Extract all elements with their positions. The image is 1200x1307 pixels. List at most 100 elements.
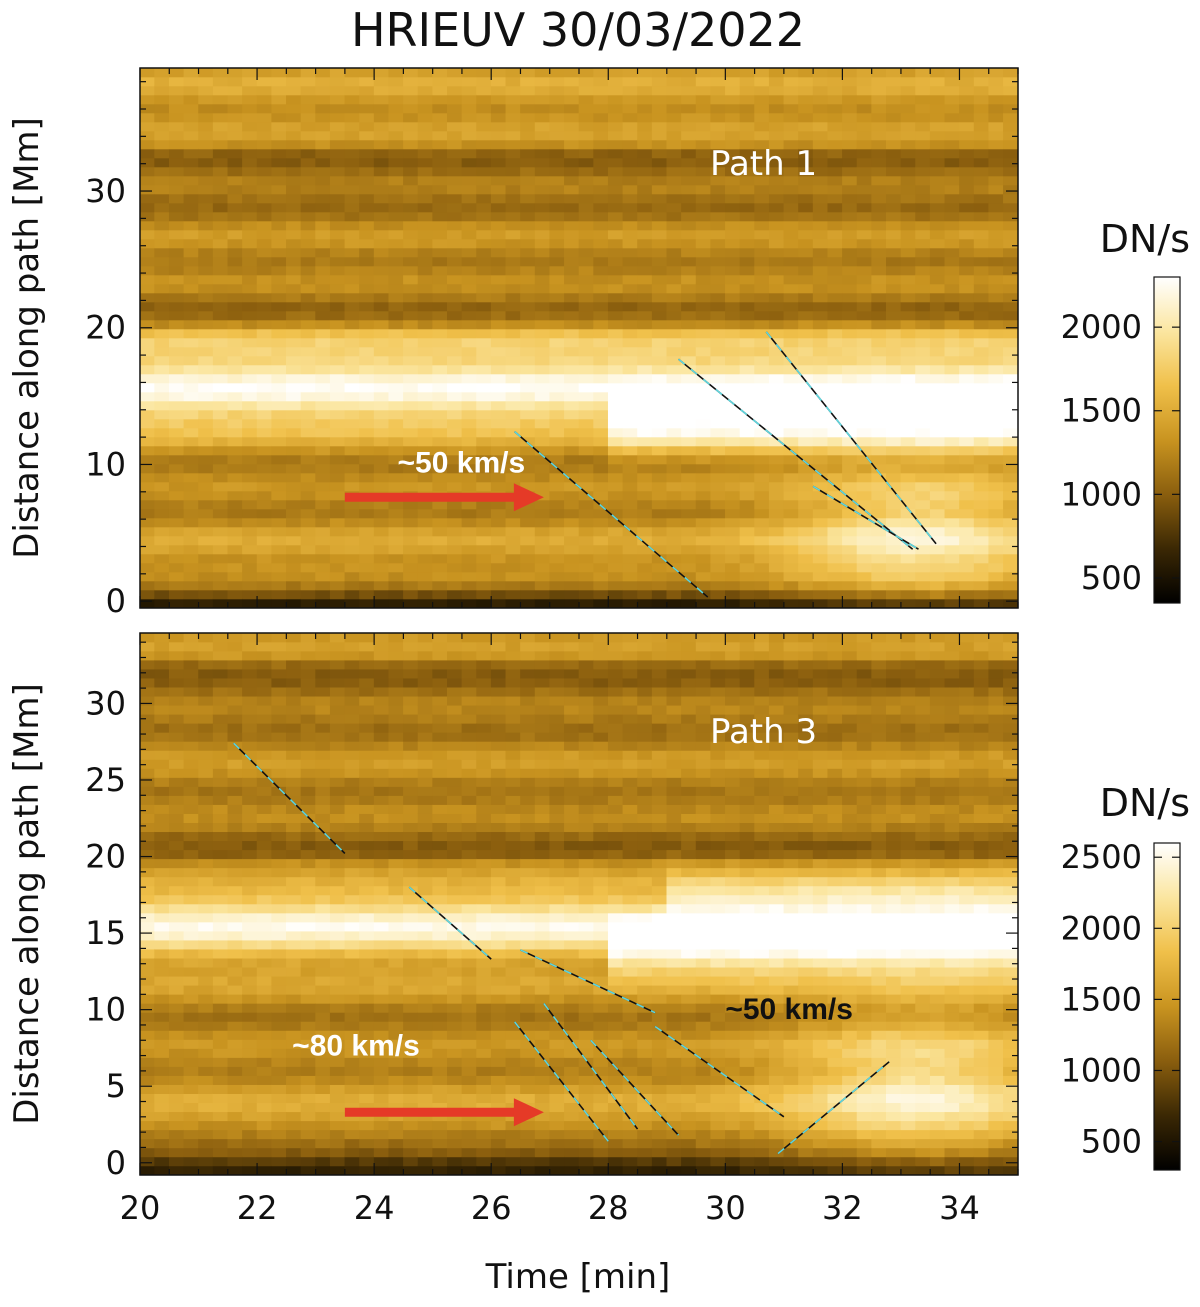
heatmap-cell: [315, 328, 331, 339]
heatmap-cell: [959, 400, 975, 411]
heatmap-cell: [315, 193, 331, 204]
heatmap-cell: [168, 391, 185, 402]
heatmap-cell: [812, 157, 829, 168]
heatmap-cell: [183, 1147, 199, 1158]
heatmap-cell: [403, 1165, 419, 1175]
heatmap-cell: [490, 499, 507, 510]
heatmap-cell: [256, 1084, 272, 1094]
heatmap-cell: [681, 76, 697, 87]
heatmap-cell: [271, 1012, 287, 1022]
heatmap-cell: [315, 714, 331, 724]
heatmap-cell: [373, 858, 390, 869]
heatmap-cell: [710, 418, 726, 429]
heatmap-cell: [388, 768, 404, 778]
heatmap-cell: [373, 957, 390, 968]
heatmap-cell: [886, 292, 902, 303]
heatmap-cell: [373, 668, 390, 679]
heatmap-cell: [359, 858, 375, 869]
heatmap-cell: [783, 139, 799, 150]
heatmap-cell: [739, 202, 755, 213]
heatmap-cell: [783, 472, 799, 483]
heatmap-cell: [388, 103, 404, 114]
heatmap-cell: [300, 463, 316, 474]
heatmap-cell: [154, 732, 170, 742]
heatmap-cell: [520, 229, 536, 240]
heatmap-cell: [812, 310, 829, 321]
heatmap-cell: [286, 229, 302, 240]
heatmap-cell: [315, 795, 331, 805]
heatmap-cell: [476, 436, 492, 447]
heatmap-cell: [242, 659, 258, 670]
heatmap-cell: [812, 490, 829, 501]
heatmap-cell: [432, 948, 448, 959]
heatmap-cell: [988, 76, 1004, 87]
heatmap-cell: [798, 211, 814, 222]
heatmap-cell: [286, 822, 302, 833]
heatmap-cell: [388, 714, 404, 724]
heatmap-cell: [212, 759, 229, 769]
heatmap-cell: [417, 184, 433, 195]
heatmap-cell: [198, 723, 214, 733]
heatmap-cell: [622, 292, 638, 303]
heatmap-cell: [827, 328, 843, 339]
heatmap-cell: [651, 112, 668, 123]
heatmap-cell: [768, 544, 785, 555]
heatmap-cell: [344, 768, 360, 778]
heatmap-cell: [388, 76, 404, 87]
heatmap-cell: [359, 526, 375, 537]
heatmap-cell: [768, 193, 785, 204]
heatmap-cell: [359, 418, 375, 429]
heatmap-cell: [461, 121, 477, 132]
heatmap-cell: [959, 301, 975, 312]
heatmap-cell: [154, 283, 170, 294]
heatmap-cell: [256, 238, 272, 249]
heatmap-cell: [403, 499, 419, 510]
heatmap-cell: [183, 148, 199, 159]
heatmap-cell: [900, 274, 916, 285]
heatmap-cell: [403, 641, 419, 652]
heatmap-cell: [461, 184, 477, 195]
heatmap-cell: [432, 103, 448, 114]
heatmap-cell: [329, 1084, 346, 1094]
heatmap-cell: [388, 1021, 404, 1031]
heatmap-cell: [242, 641, 258, 652]
heatmap-cell: [242, 535, 258, 546]
heatmap-cell: [388, 777, 404, 787]
heatmap-cell: [329, 589, 346, 600]
heatmap-cell: [300, 193, 316, 204]
heatmap-cell: [388, 1057, 404, 1067]
heatmap-cell: [490, 481, 507, 492]
heatmap-cell: [681, 94, 697, 105]
heatmap-cell: [1003, 121, 1018, 132]
heatmap-cell: [359, 211, 375, 222]
heatmap-cell: [681, 265, 697, 276]
heatmap-cell: [329, 229, 346, 240]
heatmap-cell: [637, 535, 653, 546]
heatmap-cell: [988, 508, 1004, 519]
heatmap-cell: [900, 328, 916, 339]
heatmap-cell: [154, 1057, 170, 1067]
heatmap-cell: [929, 346, 946, 357]
heatmap-cell: [827, 274, 843, 285]
heatmap-cell: [154, 337, 170, 348]
heatmap-cell: [959, 319, 975, 330]
heatmap-cell: [988, 490, 1004, 501]
heatmap-cell: [447, 319, 463, 330]
heatmap-cell: [549, 346, 565, 357]
heatmap-cell: [886, 274, 902, 285]
heatmap-cell: [944, 445, 960, 456]
heatmap-cell: [388, 1084, 404, 1094]
heatmap-cell: [447, 481, 463, 492]
heatmap-cell: [154, 966, 170, 977]
heatmap-cell: [856, 103, 872, 114]
heatmap-cell: [754, 400, 770, 411]
heatmap-cell: [490, 427, 507, 438]
heatmap-cell: [388, 544, 404, 555]
heatmap-cell: [344, 193, 360, 204]
heatmap-cell: [505, 382, 521, 393]
heatmap-cell: [666, 490, 682, 501]
heatmap-cell: [534, 274, 551, 285]
heatmap-cell: [578, 202, 594, 213]
heatmap-cell: [227, 768, 243, 778]
heatmap-cell: [886, 130, 902, 141]
